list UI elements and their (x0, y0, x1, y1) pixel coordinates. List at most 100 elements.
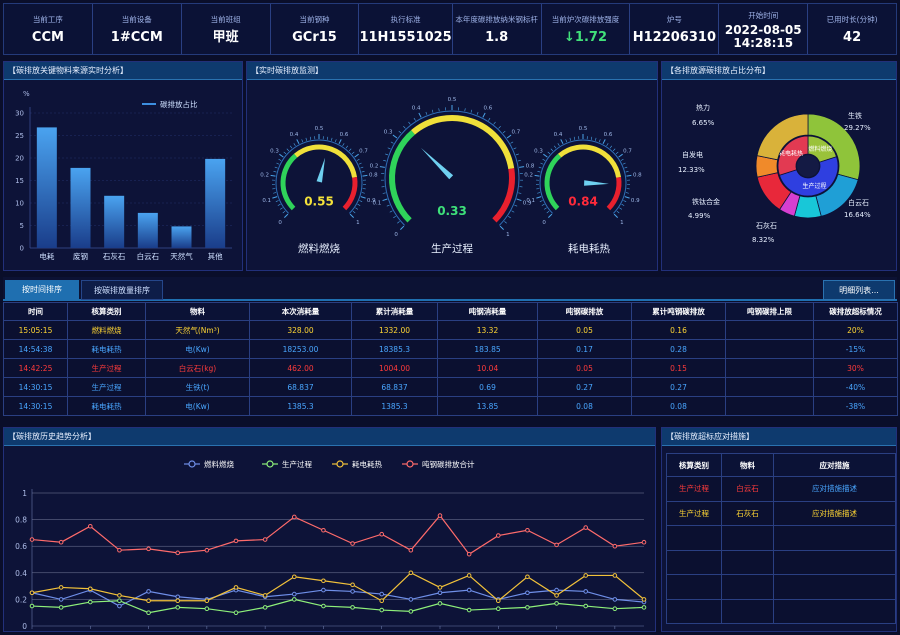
sunburst-center (797, 155, 819, 177)
info-cell: 当前钢种 GCr15 (271, 4, 360, 54)
legend-label[interactable]: 生产过程 (282, 459, 312, 469)
table-cell: 0.27 (537, 377, 632, 397)
info-label: 炉号 (666, 15, 682, 24)
table-column-header[interactable]: 碳排放超标情况 (813, 302, 898, 321)
gauge-tick (309, 136, 312, 140)
y-tick-label: 20 (15, 155, 24, 163)
info-cell: 开始时间 2022-08-05 14:28:15 (719, 4, 809, 54)
gauge-tick (493, 121, 496, 125)
gauge-tick (550, 148, 554, 152)
gauge-tick (305, 137, 308, 141)
table-column-header[interactable]: 累计吨钢碳排放 (631, 302, 726, 321)
data-point (291, 597, 297, 602)
legend-label[interactable]: 耗电耗热 (352, 459, 382, 469)
table-row[interactable]: 14:30:15 耗电耗热 电(Kw) 1385.3 1385.3 13.85 0.08 0.… (3, 396, 898, 416)
info-label: 执行标准 (390, 15, 421, 24)
table-column-header[interactable]: 本次消耗量 (249, 302, 352, 321)
gauge-tick (326, 136, 329, 140)
gauge-tick (626, 174, 632, 177)
table-cell: 0.69 (437, 377, 538, 397)
data-point (408, 597, 414, 602)
data-point (525, 590, 530, 596)
table-cell (725, 339, 814, 359)
series-line-吨钢碳排放合计 (31, 514, 645, 555)
table-cell: 0.08 (537, 396, 632, 416)
data-point (117, 593, 122, 598)
gauge-tick (385, 153, 389, 156)
data-point (146, 610, 151, 615)
y-tick-label: 15 (15, 177, 24, 185)
tab-by-emission[interactable]: 按碳排放量排序 (81, 280, 163, 300)
table-column-header[interactable]: 累计消耗量 (351, 302, 438, 321)
data-point (146, 589, 151, 594)
table-cell: 生产过程 (67, 358, 146, 378)
info-value: 42 (843, 30, 862, 45)
gauge-tick (274, 166, 278, 169)
gauge-tick (488, 117, 491, 121)
data-point (408, 609, 414, 614)
gauge-tick (499, 225, 504, 230)
gauge-tick (389, 210, 393, 213)
gauge-tick (397, 221, 400, 224)
table-cell: 15:05:15 (3, 320, 68, 340)
data-point (466, 607, 472, 613)
table-column-header[interactable]: 时间 (3, 302, 68, 321)
detail-list-button[interactable]: 明细列表... (823, 280, 895, 300)
data-point (525, 605, 530, 610)
gauge-tick (334, 139, 337, 143)
gauge-tick (513, 147, 517, 150)
gauge-needle (316, 157, 326, 183)
sunburst-label: 石灰石 (756, 221, 777, 230)
gauge-tick-label: 0.6 (483, 106, 492, 112)
legend-label[interactable]: 吨钢碳排放合计 (422, 459, 475, 469)
gauge-tick-label: 0.9 (523, 200, 532, 206)
tab-by-time[interactable]: 按时间排序 (5, 280, 79, 300)
gauge-tick (400, 225, 405, 230)
legend-label[interactable]: 燃料燃烧 (204, 459, 234, 469)
gauge-band-low (389, 130, 416, 223)
data-point (233, 610, 239, 615)
gauge-tick (536, 196, 542, 199)
gauge-tick (618, 153, 623, 158)
gauge-tick (275, 200, 279, 202)
info-label: 当前设备 (121, 15, 152, 24)
gauge-tick (598, 139, 601, 143)
gauge-tick (403, 126, 406, 129)
gauge-tick-label: 1 (620, 220, 624, 226)
panel-title: 【碳排放超标应对措施】 (666, 432, 754, 441)
table-row[interactable]: 14:54:38 耗电耗热 电(Kw) 18253.00 18385.3 183.85 0.… (3, 339, 898, 359)
table-row[interactable]: 15:05:15 燃料燃烧 天然气(Nm³) 328.00 1332.00 13.32 0.… (3, 320, 898, 340)
gauge-tick (352, 210, 356, 214)
table-column-header[interactable]: 核算类别 (67, 302, 146, 321)
table-column-header[interactable]: 吨钢消耗量 (437, 302, 538, 321)
table-column-header[interactable]: 吨钢碳排放 (537, 302, 632, 321)
gauge-tick (342, 143, 345, 147)
data-point (146, 598, 151, 604)
table-cell: 462.00 (249, 358, 352, 378)
table-cell: 10.04 (437, 358, 538, 378)
data-point (495, 533, 501, 538)
measure-link[interactable]: 应对措施描述 (773, 476, 896, 502)
gauge-tick (504, 221, 507, 224)
measures-table: 核算类别 物料 应对措施 生产过程 白云石 应对措施描述 生产过程 石灰石 应对措施描述 (666, 453, 896, 624)
table-cell: 1385.3 (249, 396, 352, 416)
measure-link[interactable]: 应对措施描述 (773, 500, 896, 526)
info-value: 1.8 (485, 30, 509, 45)
info-label: 当前钢种 (299, 15, 330, 24)
data-point (379, 591, 385, 597)
table-column-header[interactable]: 吨钢碳排上限 (725, 302, 814, 321)
gauge-tick (498, 126, 501, 129)
table-row[interactable]: 14:42:25 生产过程 白云石(kg) 462.00 1004.00 10.04 0.0… (3, 358, 898, 378)
info-cell: 本年度碳排放纳米钢标杆 1.8 (453, 4, 542, 54)
x-tick-label: 废钢 (73, 251, 88, 261)
gauge-tick (273, 171, 277, 173)
gauge-tick (359, 200, 363, 202)
y-tick-label: 0.4 (15, 569, 27, 578)
info-label: 开始时间 (748, 10, 779, 20)
table-cell: -15% (813, 339, 898, 359)
gauge-tick-label: 0.2 (260, 172, 269, 178)
table-row[interactable]: 14:30:15 生产过程 生铁(t) 68.837 68.837 0.69 0.27 0.2… (3, 377, 898, 397)
gauge-name: 生产过程 (431, 242, 473, 255)
table-column-header[interactable]: 物料 (145, 302, 250, 321)
gauge-tick-label: 0.1 (372, 200, 381, 206)
